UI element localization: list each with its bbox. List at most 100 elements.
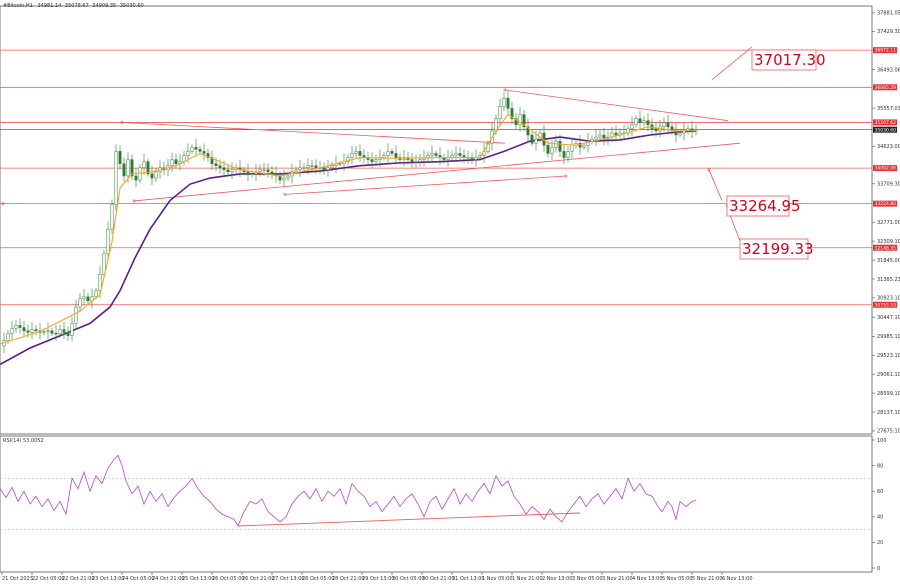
time-tick-label: 1 Nov 05:00	[482, 576, 513, 582]
price-tick-label: 30923.10	[877, 296, 900, 302]
candle-body	[50, 330, 54, 334]
candle-body	[14, 325, 18, 329]
time-tick-label: 30 Oct 05:00	[392, 576, 425, 582]
candle-body	[498, 106, 502, 119]
level-tag-label: 34092.06	[875, 166, 897, 172]
level-tag	[873, 84, 897, 91]
candle-body	[374, 159, 378, 162]
time-tick-label: 4 Nov 13:00	[632, 576, 663, 582]
candle-body	[310, 165, 314, 167]
trendline-anchor	[120, 120, 124, 124]
candle-body	[358, 151, 362, 156]
time-tick-label: 26 Oct 21:00	[242, 576, 275, 582]
time-tick-label: 2 Nov 13:00	[542, 576, 573, 582]
candle-body	[174, 159, 178, 164]
time-tick-label: 28 Oct 05:00	[302, 576, 335, 582]
candle-body	[530, 134, 534, 144]
time-tick-label: 28 Oct 21:00	[332, 576, 365, 582]
candle-body	[346, 157, 350, 162]
candle-body	[126, 159, 130, 177]
candle-body	[98, 274, 102, 291]
candle-body	[330, 165, 334, 169]
candle-body	[150, 173, 154, 179]
time-tick-label: 3 Nov 21:00	[602, 576, 633, 582]
rsi-tick-label: 60	[877, 489, 883, 495]
trendline	[121, 121, 506, 144]
time-tick-label: 3 Nov 05:00	[572, 576, 603, 582]
rsi-tick-label: 20	[877, 540, 883, 546]
rsi-title: RSI(14) 53.0052	[3, 438, 44, 444]
ema-fast-line	[0, 113, 697, 345]
time-tick-label: 31 Oct 13:00	[452, 576, 485, 582]
candle-body	[430, 153, 434, 156]
price-tick-label: 37881.05	[877, 11, 900, 17]
time-tick-label: 30 Oct 21:00	[422, 576, 455, 582]
price-tick-label: 28137.10	[877, 410, 900, 416]
header-symbol: #Bitcoin,H1	[3, 3, 33, 9]
rsi-line	[0, 454, 697, 527]
trendline-anchor	[1, 202, 5, 206]
candle-body	[262, 169, 266, 171]
candle-body	[26, 330, 30, 333]
candle-body	[198, 149, 202, 152]
candle-body	[106, 228, 110, 255]
candle-body	[282, 177, 286, 181]
candle-body	[594, 136, 598, 140]
trendlines	[1, 46, 753, 247]
trendline	[133, 142, 741, 202]
target-label: 32199.33	[742, 240, 814, 258]
candle-body	[110, 204, 114, 230]
level-tag	[873, 47, 897, 54]
candle-body	[278, 175, 282, 181]
candle-body	[314, 165, 318, 169]
trendline-anchor	[503, 88, 507, 92]
candle-body	[186, 151, 190, 156]
candle-body	[70, 323, 74, 336]
price-tick-label: 29985.10	[877, 334, 900, 340]
candle-body	[102, 253, 106, 275]
candle-body	[206, 153, 210, 158]
candle-body	[454, 153, 458, 156]
time-tick-label: 29 Oct 13:00	[362, 576, 395, 582]
price-tags: 36972.11 36065.29 35207.62 34092.06 33224.80…	[873, 47, 897, 308]
candle-body	[526, 126, 530, 136]
price-tick-label: 28599.10	[877, 391, 900, 397]
target-box	[726, 195, 790, 217]
candle-body	[354, 151, 358, 154]
candle-body	[514, 118, 518, 126]
price-tick-label: 36493.06	[877, 68, 900, 74]
candle-body	[42, 331, 46, 333]
price-tick-label: 32771.00	[877, 220, 900, 226]
candle-body	[34, 329, 38, 332]
price-tick-label: 32309.10	[877, 239, 900, 245]
rsi-tick-label: 40	[877, 515, 883, 521]
candle-body	[114, 151, 118, 205]
level-tag	[873, 119, 897, 126]
price-panel-frame	[0, 5, 873, 435]
candle-body	[326, 167, 330, 171]
price-tick-label: 29523.10	[877, 353, 900, 359]
candle-body	[226, 169, 230, 173]
rsi-tick-label: 100	[877, 438, 887, 444]
current-price-tag-label: 35030.60	[875, 127, 897, 133]
candle-body	[222, 167, 226, 171]
candle-body	[298, 167, 302, 171]
candle-body	[562, 151, 566, 158]
trendline-anchor	[132, 199, 136, 203]
level-tag-label: 36972.11	[875, 48, 897, 54]
trendline-anchor	[564, 174, 568, 178]
price-tick-label: 31385.23	[877, 277, 900, 283]
time-tick-label: 27 Oct 13:00	[272, 576, 305, 582]
level-tag-label: 33224.80	[875, 201, 897, 207]
level-tag	[873, 301, 897, 308]
candle-body	[338, 163, 342, 165]
candle-body	[86, 296, 90, 302]
time-tick-label: 23 Oct 13:00	[92, 576, 125, 582]
candle-body	[142, 161, 146, 169]
candle-body	[678, 132, 682, 136]
candle-body	[258, 169, 262, 173]
candle-body	[210, 157, 214, 164]
candle-body	[154, 171, 158, 179]
candle-body	[302, 167, 306, 169]
